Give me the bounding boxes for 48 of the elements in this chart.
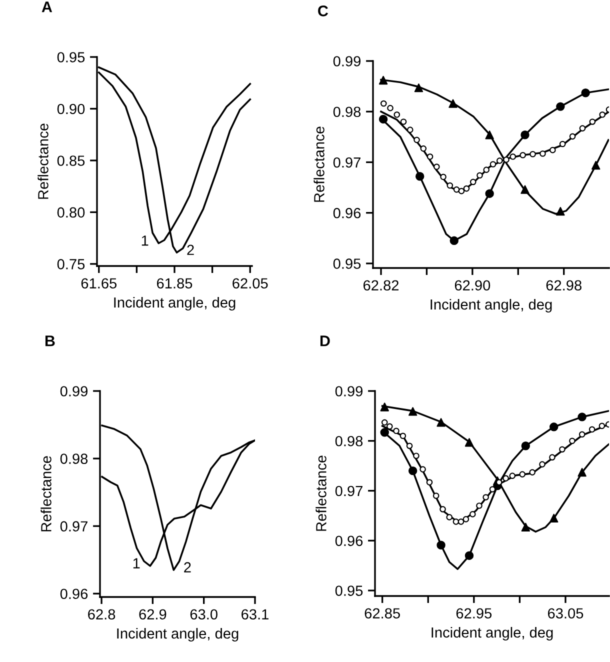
y-tick-label: 0.99 bbox=[333, 56, 361, 66]
y-tick-label: 0.96 bbox=[333, 208, 361, 218]
chart-title: D bbox=[320, 336, 330, 346]
y-tick-label: 0.80 bbox=[57, 207, 85, 218]
x-tick-label: 62.9 bbox=[139, 609, 166, 620]
y-tick-label: 0.99 bbox=[60, 386, 88, 396]
y-axis-title: Reflectance bbox=[38, 124, 48, 199]
x-axis-title: Incident angle, deg bbox=[430, 298, 552, 313]
y-tick-label: 0.97 bbox=[333, 157, 360, 168]
x-tick-label: 62.82 bbox=[363, 280, 399, 291]
y-tick-label: 0.99 bbox=[335, 386, 363, 396]
y-tick-label: 0.96 bbox=[335, 536, 363, 546]
x-tick-label: 61.85 bbox=[156, 278, 192, 289]
chart-title: A bbox=[42, 2, 52, 12]
x-tick-label: 62.98 bbox=[546, 280, 582, 291]
y-tick-label: 0.75 bbox=[57, 259, 85, 270]
chart-title: C bbox=[318, 5, 328, 16]
y-tick-label: 0.97 bbox=[60, 521, 88, 532]
y-tick-label: 0.98 bbox=[333, 106, 361, 118]
y-axis-title: Reflectance bbox=[314, 126, 324, 202]
y-tick-label: 0.95 bbox=[333, 258, 361, 269]
x-axis-title: Incident angle, deg bbox=[432, 626, 553, 641]
annotation: 2 bbox=[184, 562, 191, 572]
annotation: 1 bbox=[142, 236, 148, 246]
y-tick-label: 0.97 bbox=[335, 486, 362, 496]
annotation: 2 bbox=[187, 244, 194, 255]
y-tick-label: 0.95 bbox=[335, 586, 363, 596]
x-tick-label: 62.85 bbox=[364, 608, 400, 619]
x-tick-label: 62.95 bbox=[456, 608, 492, 619]
y-tick-label: 0.95 bbox=[57, 52, 85, 62]
x-tick-label: 62.90 bbox=[454, 280, 490, 291]
chart-title: B bbox=[45, 336, 55, 346]
x-tick-label: 62.05 bbox=[232, 278, 268, 289]
x-axis-title: Incident angle, deg bbox=[117, 628, 238, 642]
x-tick-label: 63.05 bbox=[548, 608, 584, 619]
x-tick-label: 63.1 bbox=[242, 609, 268, 620]
y-tick-label: 0.96 bbox=[60, 588, 88, 600]
x-tick-label: 61.65 bbox=[81, 278, 117, 289]
y-axis-title: Reflectance bbox=[316, 456, 326, 531]
y-tick-label: 0.90 bbox=[57, 104, 85, 114]
x-tick-label: 62.8 bbox=[88, 609, 116, 620]
annotation: 1 bbox=[133, 558, 140, 568]
y-axis-title: Reflectance bbox=[40, 456, 52, 532]
y-tick-label: 0.85 bbox=[57, 156, 85, 166]
x-tick-label: 63.0 bbox=[190, 609, 218, 620]
x-axis-title: Incident angle, deg bbox=[114, 296, 236, 311]
y-tick-label: 0.98 bbox=[60, 454, 88, 464]
y-tick-label: 0.98 bbox=[335, 436, 363, 446]
